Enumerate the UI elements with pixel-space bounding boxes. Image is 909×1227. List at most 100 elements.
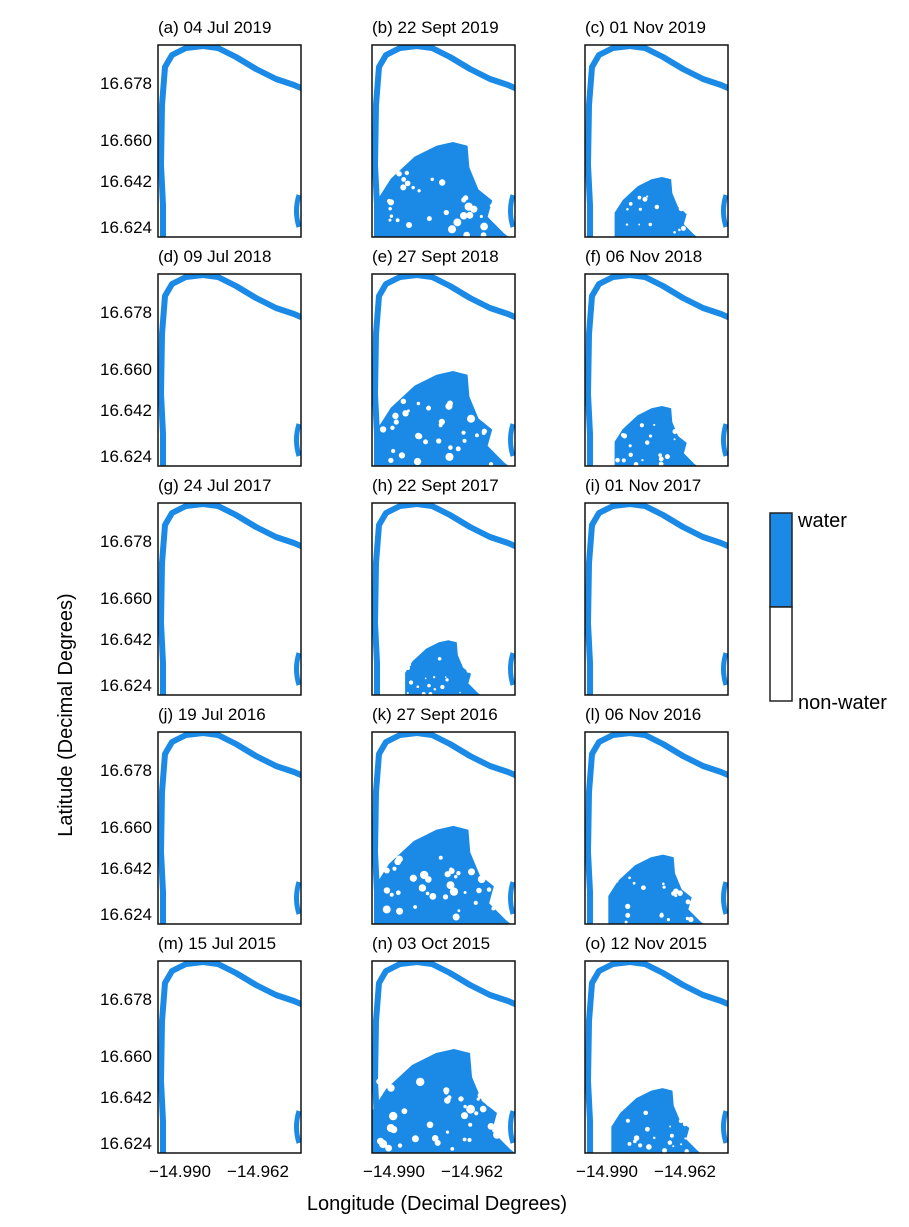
- map-background: [158, 503, 301, 695]
- river-channel-east: [721, 1110, 728, 1144]
- dry-patch: [395, 890, 401, 896]
- dry-patch: [397, 1143, 403, 1148]
- map-panel: (n) 03 Oct 2015 −14.990 −14.962: [363, 934, 516, 1181]
- dry-patch: [446, 881, 455, 890]
- map-panel: (d) 09 Jul 2018 16.678 16.660 16.642 16.624: [100, 247, 302, 467]
- dry-patch: [423, 439, 429, 445]
- dry-patch: [466, 659, 471, 664]
- river-channel: [585, 503, 728, 695]
- river-channel: [158, 732, 301, 924]
- dry-patch: [416, 685, 420, 689]
- dry-patch: [662, 885, 666, 889]
- dry-patch: [457, 909, 461, 913]
- dry-patch: [638, 207, 642, 211]
- dry-patch: [678, 1118, 684, 1124]
- dry-patch: [682, 1121, 688, 1127]
- river-channel-east: [294, 881, 301, 915]
- dry-patch: [388, 206, 392, 211]
- dry-patch: [424, 677, 427, 680]
- dry-patch: [639, 423, 644, 428]
- panel-frame: [371, 502, 516, 696]
- dry-patch: [487, 1123, 495, 1130]
- dry-patch: [477, 875, 486, 884]
- dry-patch: [658, 453, 662, 457]
- dry-patch: [394, 858, 402, 866]
- dry-patch: [489, 204, 493, 208]
- panel-frame: [371, 731, 516, 925]
- river-channel-east: [508, 652, 515, 686]
- lat-tick-label: 16.624: [100, 905, 152, 924]
- dry-patch: [411, 1135, 419, 1143]
- dry-patch: [393, 419, 399, 425]
- dry-patch: [625, 223, 629, 226]
- dry-patch: [376, 1078, 383, 1085]
- dry-patch: [653, 423, 656, 427]
- dry-patch: [454, 875, 458, 879]
- dry-patch: [688, 916, 694, 923]
- dry-patch: [474, 1111, 479, 1116]
- dry-patch: [455, 446, 461, 452]
- map-panel: (h) 22 Sept 2017: [371, 476, 516, 696]
- dry-patch: [466, 211, 474, 219]
- dry-patch: [684, 1137, 687, 1140]
- panel-frame: [157, 502, 302, 696]
- dry-patch: [627, 1141, 632, 1146]
- dry-patch: [416, 401, 421, 406]
- dry-patch: [669, 1125, 672, 1128]
- lat-tick-label: 16.678: [100, 303, 152, 322]
- river-channel-east: [508, 423, 515, 457]
- map-panel: (o) 12 Nov 2015 −14.990 −14.962: [576, 934, 729, 1181]
- dry-patch: [411, 185, 415, 190]
- river-channel: [585, 961, 728, 1153]
- dry-patch: [445, 452, 454, 461]
- map-panel: (f) 06 Nov 2018: [584, 247, 729, 467]
- river-channel-east: [294, 652, 301, 686]
- dry-patch: [680, 1143, 683, 1146]
- dry-patch: [389, 892, 394, 897]
- lat-tick-label: 16.678: [100, 990, 152, 1009]
- lat-tick-label: 16.660: [100, 818, 152, 837]
- lat-tick-label: 16.660: [100, 589, 152, 608]
- flood-area: [375, 825, 511, 924]
- dry-patch: [442, 894, 449, 900]
- panel-title: (c) 01 Nov 2019: [585, 18, 706, 37]
- panel-frame: [584, 44, 729, 238]
- dry-patch: [463, 1104, 467, 1109]
- panel-frame: [157, 44, 302, 238]
- dry-patch: [459, 691, 461, 694]
- lat-tick-label: 16.642: [100, 630, 152, 649]
- dry-patch: [462, 438, 467, 443]
- dry-patch: [682, 198, 688, 204]
- map-background: [158, 45, 301, 237]
- dry-patch: [481, 431, 486, 436]
- dry-patch: [664, 454, 670, 460]
- dry-patch: [628, 444, 632, 448]
- dry-patch: [468, 1122, 473, 1127]
- lat-tick-label: 16.642: [100, 1088, 152, 1107]
- river-channel-east: [721, 194, 728, 228]
- dry-patch: [445, 1130, 450, 1134]
- dry-patch: [658, 461, 664, 466]
- dry-patch: [480, 232, 487, 237]
- dry-patch: [396, 907, 404, 915]
- dry-patch: [406, 691, 409, 695]
- dry-patch: [432, 676, 436, 679]
- dry-patch: [493, 1131, 501, 1139]
- dry-patch: [672, 1145, 675, 1148]
- dry-patch: [389, 214, 394, 218]
- map-background: [158, 732, 301, 924]
- dry-patch: [625, 1118, 630, 1123]
- dry-patch: [417, 189, 421, 193]
- river-channel: [585, 732, 728, 924]
- river-channel-east: [508, 1110, 515, 1144]
- lon-tick-label: −14.990: [363, 1162, 425, 1181]
- map-panel: (b) 22 Sept 2019: [371, 18, 516, 238]
- map-background: [158, 961, 301, 1153]
- dry-patch: [438, 179, 446, 186]
- dry-patch: [672, 429, 678, 435]
- dry-patch: [434, 1139, 441, 1146]
- dry-patch: [468, 868, 476, 876]
- dry-patch: [673, 230, 676, 234]
- dry-patch: [494, 1108, 498, 1112]
- lat-tick-label: 16.678: [100, 74, 152, 93]
